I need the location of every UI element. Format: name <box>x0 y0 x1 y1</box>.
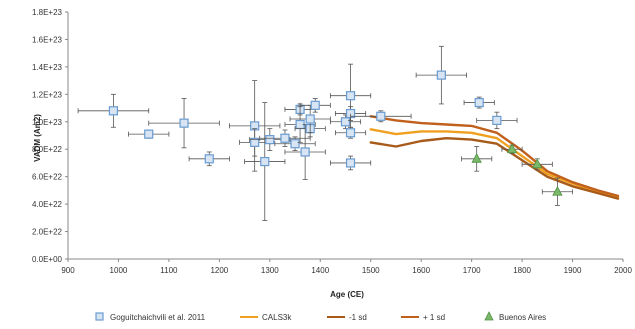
data-point-square <box>299 98 331 113</box>
x-tick-label: 1300 <box>261 266 279 275</box>
square-marker <box>376 111 386 121</box>
data-point-triangle <box>521 158 553 171</box>
legend-square-swatch <box>95 312 104 321</box>
x-tick-label: 1600 <box>412 266 430 275</box>
y-tick-label: 1.2E+23 <box>32 90 63 99</box>
legend-label: -1 sd <box>349 313 367 322</box>
series-line <box>369 136 620 200</box>
x-tick-label: 1100 <box>160 266 178 275</box>
x-tick-label: 1200 <box>210 266 228 275</box>
legend-label: + 1 sd <box>423 313 445 322</box>
square-marker <box>436 70 446 80</box>
triangle-marker <box>506 143 518 154</box>
x-tick-label: 1900 <box>564 266 582 275</box>
square-marker <box>265 135 275 145</box>
square-marker <box>179 118 189 128</box>
data-point-square <box>476 111 518 130</box>
legend: Goguitchaichvili et al. 2011 CALS3k -1 sd +… <box>95 311 546 322</box>
legend-item: Buenos Aires <box>484 311 546 322</box>
legend-item: + 1 sd <box>401 313 445 322</box>
x-tick-label: 1400 <box>311 266 329 275</box>
square-marker <box>204 154 214 164</box>
data-point-triangle <box>501 143 523 154</box>
axes <box>67 12 623 260</box>
x-tick-label: 1700 <box>463 266 481 275</box>
data-point-square <box>148 98 220 149</box>
y-tick-label: 0.0E+00 <box>32 255 63 264</box>
series-line <box>369 128 620 199</box>
y-axis-ticks: 0.0E+00 2.0E+22 4.0E+22 6.0E+22 8.0E+22 1.0E+… <box>32 8 68 264</box>
triangle-marker <box>471 152 482 163</box>
data-point-square <box>274 136 316 151</box>
data-point-square <box>335 106 367 121</box>
y-tick-label: 1.0E+23 <box>32 118 63 127</box>
data-point-square <box>77 93 150 128</box>
square-marker <box>250 137 260 147</box>
square-marker <box>144 129 154 139</box>
data-point-square <box>244 102 286 221</box>
square-marker <box>300 147 310 157</box>
x-tick-label: 2000 <box>614 266 632 275</box>
square-marker <box>345 158 356 168</box>
plot-area <box>77 45 620 221</box>
x-tick-label: 1000 <box>110 266 128 275</box>
data-point-triangle <box>541 177 573 206</box>
square-marker <box>340 117 351 127</box>
y-tick-label: 4.0E+22 <box>32 200 63 209</box>
x-tick-label: 1500 <box>362 266 380 275</box>
data-point-triangle <box>461 146 493 172</box>
data-point-square <box>335 126 367 139</box>
y-tick-label: 1.8E+23 <box>32 8 63 17</box>
x-axis-title: Age (CE) <box>330 290 364 299</box>
data-point-square <box>463 96 495 109</box>
triangle-marker <box>532 158 543 169</box>
y-tick-label: 2.0E+22 <box>32 228 63 237</box>
legend-item: -1 sd <box>327 313 367 322</box>
data-point-square <box>188 151 230 167</box>
x-axis-ticks: 900 1000 1100 1200 1300 1400 1500 1600 1700 1800 1… <box>61 259 632 275</box>
legend-triangle-swatch <box>484 311 494 321</box>
legend-item: CALS3k <box>240 313 292 322</box>
data-point-square <box>350 110 412 123</box>
legend-item: Goguitchaichvili et al. 2011 <box>95 312 206 322</box>
data-point-square <box>415 45 467 105</box>
data-point-square <box>229 80 281 172</box>
legend-label: Goguitchaichvili et al. 2011 <box>110 313 206 322</box>
square-marker <box>474 97 484 108</box>
y-tick-label: 1.6E+23 <box>32 35 63 44</box>
y-tick-label: 1.4E+23 <box>32 63 63 72</box>
square-marker <box>492 115 502 126</box>
square-marker <box>290 139 300 149</box>
square-marker <box>305 114 315 124</box>
data-point-square <box>329 155 372 171</box>
legend-label: Buenos Aires <box>499 313 546 322</box>
y-axis-title: VADM (Am2) <box>33 114 42 162</box>
legend-label: CALS3k <box>262 313 292 322</box>
triangle-marker <box>552 185 563 196</box>
square-marker <box>280 133 290 143</box>
square-marker <box>310 100 320 110</box>
data-point-square <box>289 104 331 134</box>
square-marker <box>345 91 356 101</box>
square-marker <box>108 106 119 116</box>
data-point-square <box>284 124 326 180</box>
data-point-square <box>128 129 170 139</box>
x-tick-label: 900 <box>61 266 75 275</box>
x-tick-label: 1800 <box>513 266 531 275</box>
y-tick-label: 8.0E+22 <box>32 145 63 154</box>
y-tick-label: 6.0E+22 <box>32 173 63 182</box>
series-line <box>369 115 620 198</box>
square-marker <box>260 156 270 167</box>
data-point-square <box>329 114 362 130</box>
square-marker <box>345 128 356 138</box>
